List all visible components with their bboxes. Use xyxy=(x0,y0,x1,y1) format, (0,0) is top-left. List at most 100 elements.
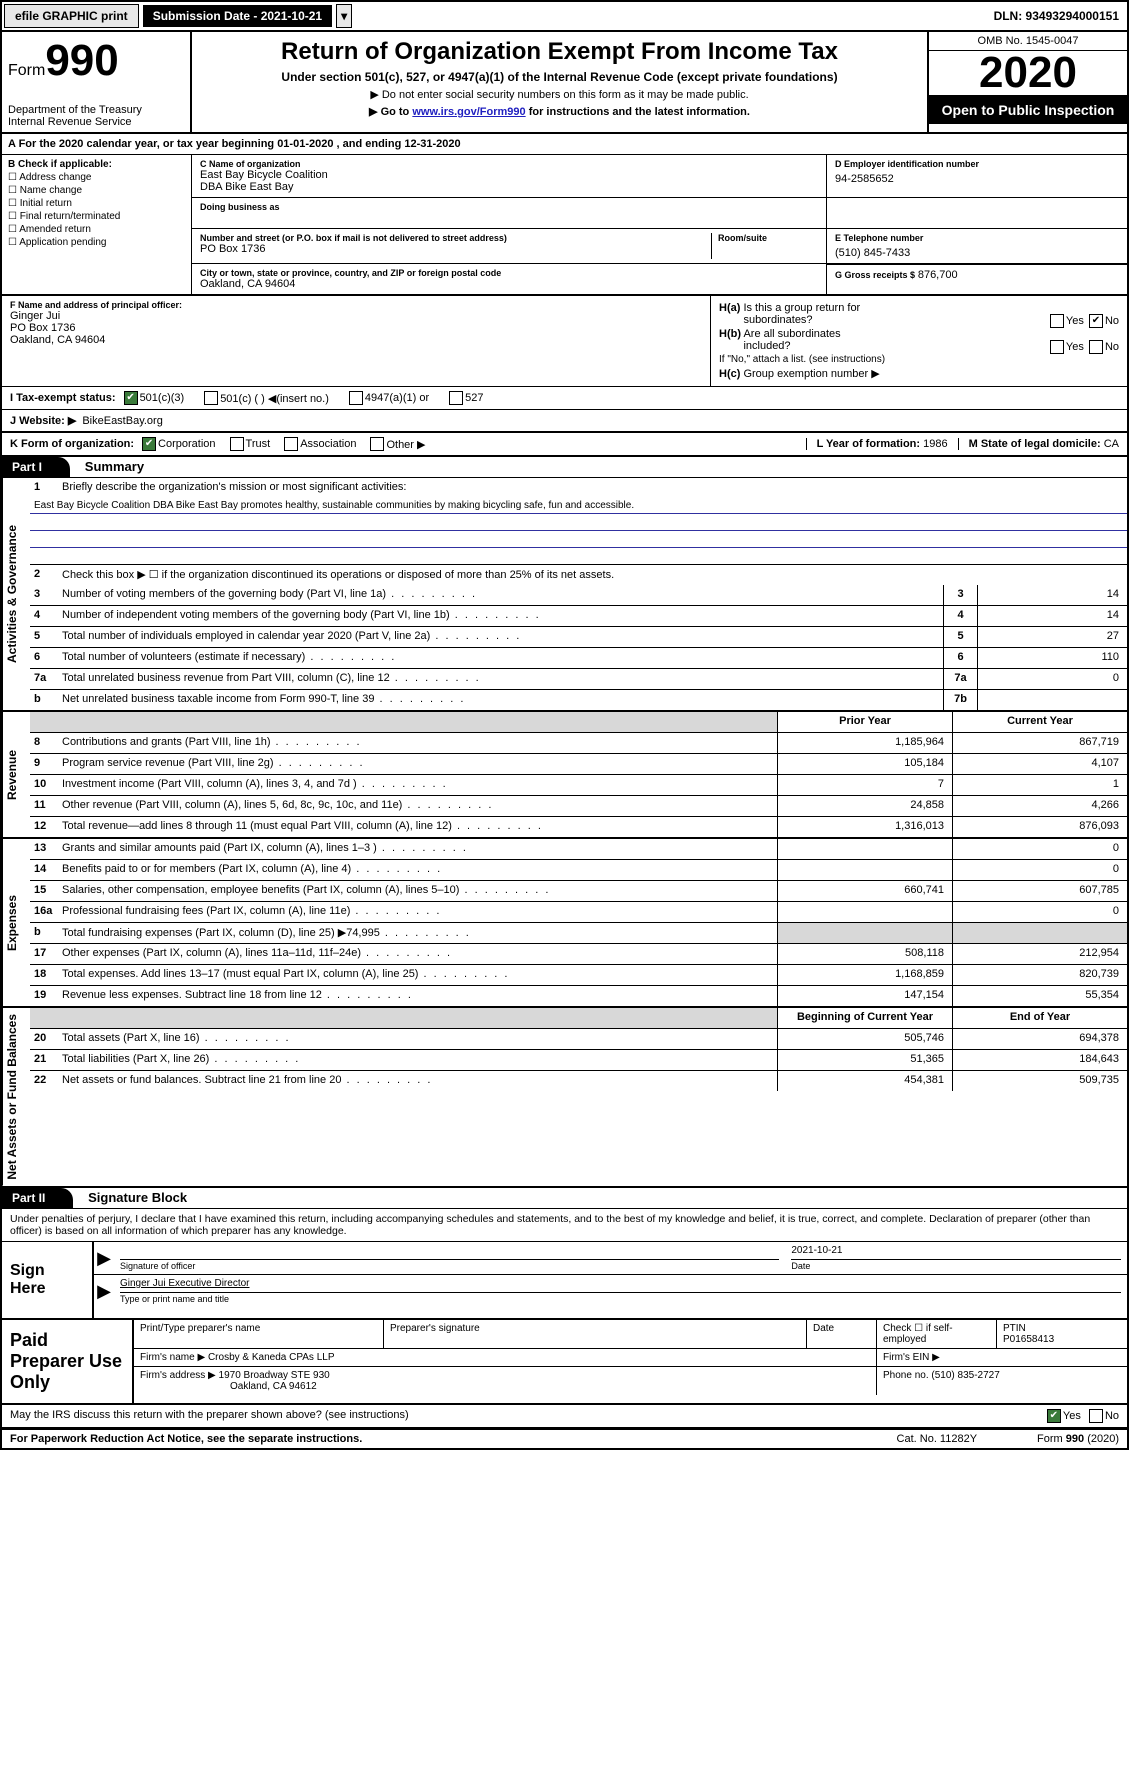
revenue-lines: Prior Year Current Year 8 Contributions … xyxy=(30,712,1127,837)
opt-501c3: 501(c)(3) xyxy=(140,392,185,404)
gov-boxnum-6: 6 xyxy=(943,648,977,668)
chk-corp[interactable] xyxy=(142,437,156,451)
exp-prior-b xyxy=(777,923,952,943)
firm-phone: (510) 835-2727 xyxy=(931,1370,999,1381)
dropdown-button[interactable]: ▾ xyxy=(336,4,352,28)
gov-desc-5: Total number of individuals employed in … xyxy=(58,627,943,647)
rev-prior-10: 7 xyxy=(777,775,952,795)
website-value: BikeEastBay.org xyxy=(82,415,163,427)
chk-501c3[interactable] xyxy=(124,391,138,405)
exp-current-b xyxy=(952,923,1127,943)
exp-line-14: 14 Benefits paid to or for members (Part… xyxy=(30,860,1127,881)
chk-name-change[interactable]: Name change xyxy=(8,185,185,196)
gov-val-7b xyxy=(977,690,1127,710)
gov-line-5: 5 Total number of individuals employed i… xyxy=(30,627,1127,648)
exp-line-16a: 16a Professional fundraising fees (Part … xyxy=(30,902,1127,923)
street-value: PO Box 1736 xyxy=(200,243,711,255)
ptin-cell: PTIN P01658413 xyxy=(997,1320,1127,1348)
exp-line-18: 18 Total expenses. Add lines 13–17 (must… xyxy=(30,965,1127,986)
chk-527[interactable] xyxy=(449,391,463,405)
form-990-page: efile GRAPHIC print Submission Date - 20… xyxy=(0,0,1129,1450)
goto-note: ▶ Go to www.irs.gov/Form990 for instruct… xyxy=(202,105,917,118)
chk-501c[interactable] xyxy=(204,391,218,405)
ha-no[interactable] xyxy=(1089,314,1103,328)
gov-boxnum-5: 5 xyxy=(943,627,977,647)
section-i-tax-status: I Tax-exempt status: 501(c)(3) 501(c) ( … xyxy=(2,387,1127,410)
ha-yes[interactable] xyxy=(1050,314,1064,328)
chk-trust[interactable] xyxy=(230,437,244,451)
chk-final-return[interactable]: Final return/terminated xyxy=(8,211,185,222)
paid-preparer-block: Paid Preparer Use Only Print/Type prepar… xyxy=(2,1320,1127,1405)
irs-link[interactable]: www.irs.gov/Form990 xyxy=(412,106,525,118)
col-current-hdr: Current Year xyxy=(952,712,1127,732)
exp-num-13: 13 xyxy=(30,839,58,859)
may-irs-yes[interactable] xyxy=(1047,1409,1061,1423)
gov-val-6: 110 xyxy=(977,648,1127,668)
may-irs-no[interactable] xyxy=(1089,1409,1103,1423)
section-b-checkboxes: B Check if applicable: Address change Na… xyxy=(2,155,192,294)
street-cell: Number and street (or P.O. box if mail i… xyxy=(192,229,827,263)
gov-desc-7b: Net unrelated business taxable income fr… xyxy=(58,690,943,710)
efile-print-button[interactable]: efile GRAPHIC print xyxy=(4,4,139,28)
opt-assoc: Association xyxy=(300,438,356,450)
chk-application-pending[interactable]: Application pending xyxy=(8,237,185,248)
header-mid: Return of Organization Exempt From Incom… xyxy=(192,32,927,132)
rev-desc-11: Other revenue (Part VIII, column (A), li… xyxy=(58,796,777,816)
hb-no[interactable] xyxy=(1089,340,1103,354)
part2-label: Part II xyxy=(12,1191,45,1205)
chk-address-change[interactable]: Address change xyxy=(8,172,185,183)
gov-boxnum-3: 3 xyxy=(943,585,977,605)
prep-self-label: Check ☐ if self-employed xyxy=(877,1320,997,1348)
chk-initial-return[interactable]: Initial return xyxy=(8,198,185,209)
org-name-cell: C Name of organization East Bay Bicycle … xyxy=(192,155,827,197)
sig-date-label: Date xyxy=(791,1259,1121,1271)
cat-no: Cat. No. 11282Y xyxy=(897,1433,978,1445)
chk-amended-return[interactable]: Amended return xyxy=(8,224,185,235)
exp-line-15: 15 Salaries, other compensation, employe… xyxy=(30,881,1127,902)
gov-line-7a: 7a Total unrelated business revenue from… xyxy=(30,669,1127,690)
hc-question: H(c) Group exemption number ▶ xyxy=(719,367,1119,380)
officer-addr1: PO Box 1736 xyxy=(10,322,702,334)
principal-officer: F Name and address of principal officer:… xyxy=(2,296,711,386)
exp-current-19: 55,354 xyxy=(952,986,1127,1006)
rev-desc-10: Investment income (Part VIII, column (A)… xyxy=(58,775,777,795)
chk-4947[interactable] xyxy=(349,391,363,405)
net-current-20: 694,378 xyxy=(952,1029,1127,1049)
mission-blank2 xyxy=(30,531,1127,548)
sig-officer-label: Signature of officer xyxy=(120,1259,779,1271)
header-right: OMB No. 1545-0047 2020 Open to Public In… xyxy=(927,32,1127,132)
chk-assoc[interactable] xyxy=(284,437,298,451)
section-b-header: B Check if applicable: xyxy=(8,159,185,170)
goto-pre: ▶ Go to xyxy=(369,106,412,118)
rev-line-8: 8 Contributions and grants (Part VIII, l… xyxy=(30,733,1127,754)
sig-arrow1: ▶ xyxy=(94,1242,114,1274)
rev-prior-8: 1,185,964 xyxy=(777,733,952,753)
phone-spacer xyxy=(827,198,1127,228)
dln-number: DLN: 93493294000151 xyxy=(994,9,1127,23)
exp-desc-b: Total fundraising expenses (Part IX, col… xyxy=(58,923,777,943)
net-prior-21: 51,365 xyxy=(777,1050,952,1070)
prep-sig-label: Preparer's signature xyxy=(384,1320,807,1348)
hb-yes[interactable] xyxy=(1050,340,1064,354)
goto-post: for instructions and the latest informat… xyxy=(526,106,750,118)
part1-tab: Part I xyxy=(2,457,70,477)
gov-boxnum-7a: 7a xyxy=(943,669,977,689)
exp-prior-17: 508,118 xyxy=(777,944,952,964)
exp-current-13: 0 xyxy=(952,839,1127,859)
rev-current-9: 4,107 xyxy=(952,754,1127,774)
may-irs-text: May the IRS discuss this return with the… xyxy=(10,1409,409,1423)
exp-num-19: 19 xyxy=(30,986,58,1006)
gov-line-3: 3 Number of voting members of the govern… xyxy=(30,585,1127,606)
chk-other[interactable] xyxy=(370,437,384,451)
section-f-h: F Name and address of principal officer:… xyxy=(2,296,1127,387)
paid-prep-label: Paid Preparer Use Only xyxy=(2,1320,132,1403)
part1-title: Summary xyxy=(85,459,144,474)
gross-label: G Gross receipts $ xyxy=(835,270,915,280)
form-subtitle: Under section 501(c), 527, or 4947(a)(1)… xyxy=(202,70,917,84)
gov-val-7a: 0 xyxy=(977,669,1127,689)
exp-current-16a: 0 xyxy=(952,902,1127,922)
open-public-badge: Open to Public Inspection xyxy=(929,96,1127,124)
gov-val-3: 14 xyxy=(977,585,1127,605)
prep-date-label: Date xyxy=(807,1320,877,1348)
hb-question: H(b) Are all subordinates included? Yes … xyxy=(719,328,1119,352)
